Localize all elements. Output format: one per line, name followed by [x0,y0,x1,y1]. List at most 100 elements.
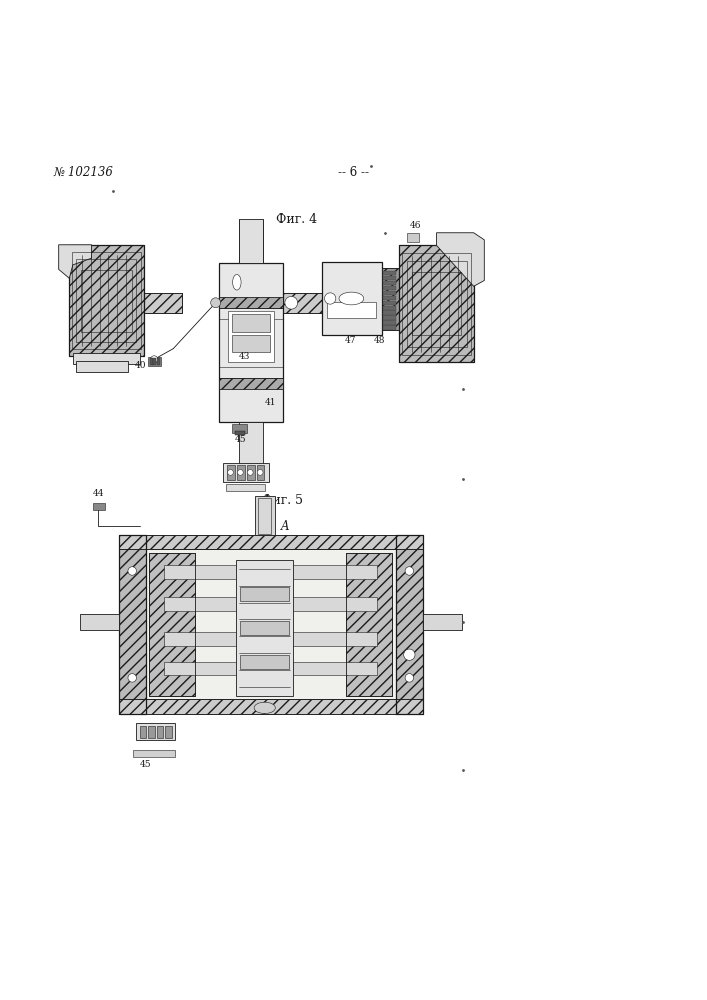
Bar [232,424,247,433]
Bar [382,268,399,330]
Text: Фиг. 5: Фиг. 5 [262,494,303,507]
Bar [219,378,283,389]
Bar [219,297,283,308]
Bar [119,699,423,714]
Bar [407,261,467,347]
Bar [149,553,195,696]
Circle shape [238,470,243,475]
Bar [383,281,396,285]
Bar [383,301,396,305]
Bar [239,422,263,466]
Circle shape [405,674,414,682]
Bar [148,357,161,366]
Bar [240,655,289,669]
Circle shape [405,567,414,575]
Bar [383,286,396,290]
Text: 45: 45 [235,435,246,444]
Text: Фиг. 4: Фиг. 4 [276,213,317,226]
Bar [258,498,271,534]
Bar [72,252,141,349]
Bar [119,535,423,549]
Text: -- 6 --: -- 6 -- [338,166,369,179]
Bar [165,565,377,579]
Polygon shape [59,245,91,278]
Bar [399,245,474,362]
Text: 40: 40 [135,361,146,370]
Circle shape [128,674,136,682]
Text: 41: 41 [265,398,276,407]
Bar [157,358,160,365]
Ellipse shape [233,274,241,290]
Bar [240,587,289,601]
Circle shape [211,298,221,308]
Bar [228,311,274,362]
Bar [383,306,396,310]
Bar [283,293,322,313]
Bar [148,726,155,738]
Bar [73,353,140,364]
Bar [396,535,423,714]
Bar [165,632,377,646]
Bar [157,726,163,738]
Bar [133,750,175,757]
Bar [232,335,270,352]
Ellipse shape [254,702,275,714]
Bar [322,262,382,335]
Bar [223,463,269,482]
Bar [239,219,263,263]
Bar [412,272,461,335]
Bar [165,726,172,738]
Bar [69,245,144,356]
Bar [144,293,182,313]
Text: 43: 43 [239,352,250,361]
Bar [119,699,423,714]
Bar [396,535,423,714]
Bar [69,245,144,356]
Bar [423,614,462,630]
Bar [80,614,119,630]
Polygon shape [437,233,484,286]
Text: A: A [281,520,289,533]
Bar [219,378,283,389]
Bar [382,268,399,330]
Bar [76,361,128,372]
Bar [226,484,265,491]
Bar [119,535,146,714]
Bar [383,296,396,300]
Bar [327,302,376,318]
Bar [257,465,264,480]
Text: 45: 45 [140,760,151,769]
Bar [237,465,245,480]
Text: № 102136: № 102136 [53,166,113,179]
Bar [407,233,419,242]
Bar [219,263,283,422]
Circle shape [325,293,336,304]
Bar [383,320,396,325]
Bar [76,259,136,342]
Bar [283,293,322,313]
Bar [247,465,255,480]
Circle shape [257,470,263,475]
Bar [402,253,471,355]
Circle shape [228,470,233,475]
Bar [383,310,396,315]
Bar [235,431,245,435]
Bar [383,325,396,330]
Bar [219,297,283,308]
Text: 48: 48 [373,336,385,345]
Text: 46: 46 [410,221,421,230]
Bar [383,276,396,280]
Bar [383,291,396,295]
Bar [146,549,396,699]
Bar [93,503,105,510]
Bar [150,358,153,365]
Circle shape [247,470,253,475]
Bar [399,245,474,362]
Bar [165,597,377,611]
Bar [144,293,182,313]
Text: 47: 47 [344,336,356,345]
Circle shape [404,649,415,660]
Bar [136,723,175,740]
Bar [346,553,392,696]
Bar [119,535,146,714]
